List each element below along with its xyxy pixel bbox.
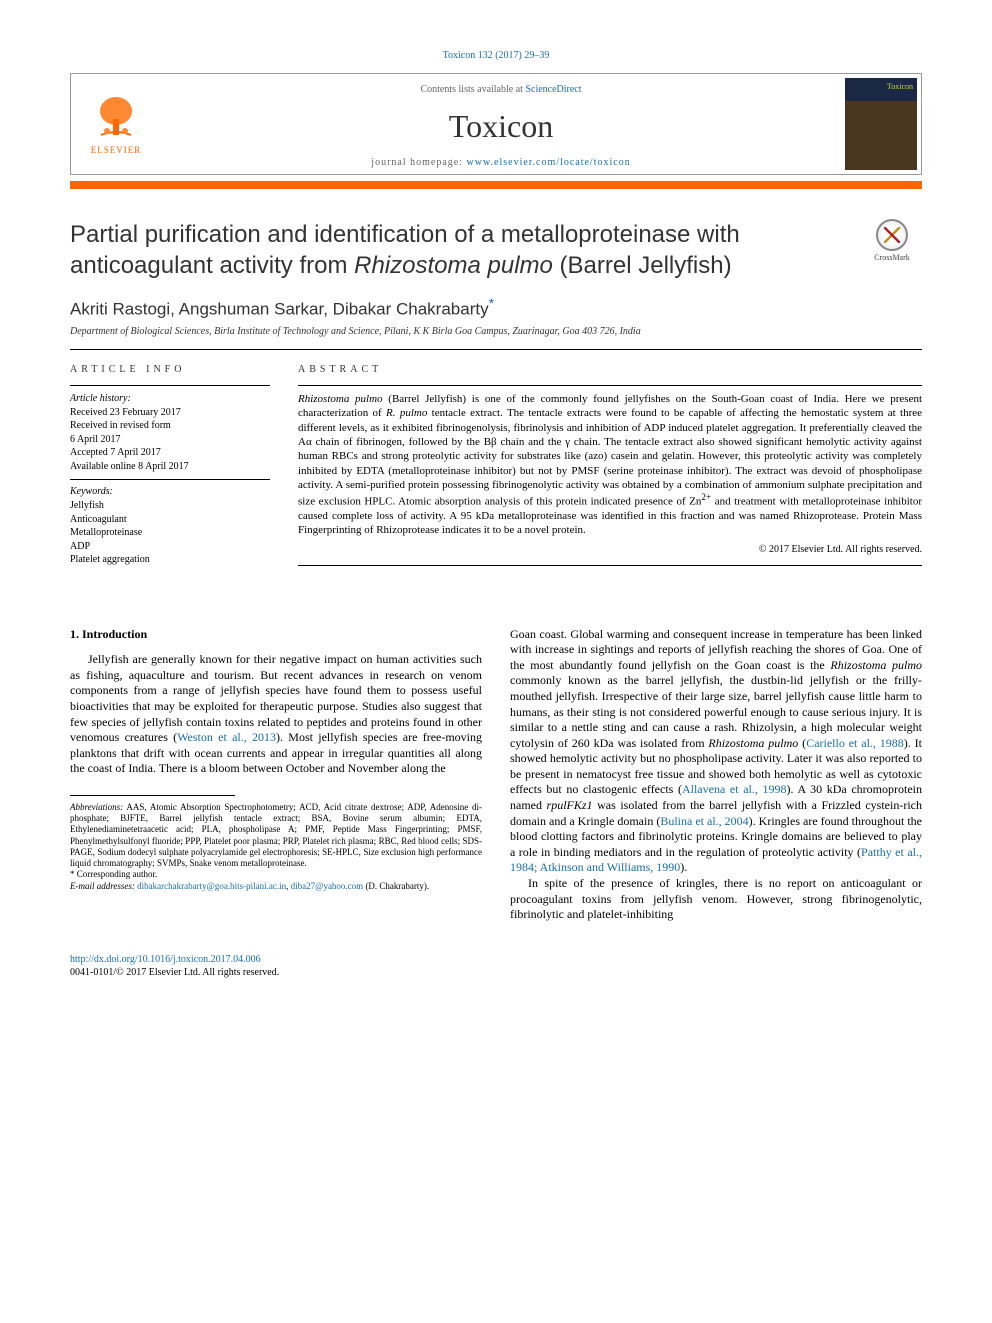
page-footer: http://dx.doi.org/10.1016/j.toxicon.2017… <box>70 953 922 979</box>
sciencedirect-link[interactable]: ScienceDirect <box>525 84 581 95</box>
footnote-rule <box>70 795 235 796</box>
journal-name: Toxicon <box>161 108 841 145</box>
info-rule-1 <box>70 385 270 386</box>
keywords-list: Jellyfish Anticoagulant Metalloproteinas… <box>70 499 270 567</box>
email-2[interactable]: diba27@yahoo.com <box>291 881 364 891</box>
homepage-prefix: journal homepage: <box>371 157 466 168</box>
orange-separator-bar <box>70 181 922 189</box>
keywords-label: Keywords: <box>70 486 270 497</box>
keyword-0: Jellyfish <box>70 500 104 511</box>
abs-rule-top <box>298 385 922 386</box>
rule-top <box>70 349 922 350</box>
intro-paragraph-2: Goan coast. Global warming and consequen… <box>510 627 922 877</box>
doi-link[interactable]: http://dx.doi.org/10.1016/j.toxicon.2017… <box>70 954 261 965</box>
keyword-1: Anticoagulant <box>70 514 127 525</box>
body-col-left: 1. Introduction Jellyfish are generally … <box>70 627 482 923</box>
keyword-2: Metalloproteinase <box>70 527 142 538</box>
abbrev-text: AAS, Atomic Absorption Spectrophotometry… <box>70 802 482 868</box>
issn-copyright-line: 0041-0101/© 2017 Elsevier Ltd. All right… <box>70 967 279 978</box>
title-species-name: Rhizostoma pulmo <box>354 252 553 279</box>
author-affiliation: Department of Biological Sciences, Birla… <box>70 326 922 337</box>
abstract-text: Rhizostoma pulmo (Barrel Jellyfish) is o… <box>298 392 922 538</box>
cover-label: Toxicon <box>887 82 913 91</box>
elsevier-tree-icon <box>91 93 141 143</box>
contents-prefix: Contents lists available at <box>420 84 525 95</box>
journal-header: ELSEVIER Contents lists available at Sci… <box>70 73 922 175</box>
article-title: Partial purification and identification … <box>70 219 842 281</box>
history-label: Article history: <box>70 393 131 404</box>
email-label: E-mail addresses: <box>70 881 135 891</box>
history-revised-1: Received in revised form <box>70 420 171 431</box>
abstract-copyright: © 2017 Elsevier Ltd. All rights reserved… <box>298 544 922 555</box>
body-col-right: Goan coast. Global warming and consequen… <box>510 627 922 923</box>
crossmark-label: CrossMark <box>874 253 910 262</box>
section-heading-intro: 1. Introduction <box>70 627 482 643</box>
abstract-label: ABSTRACT <box>298 364 922 375</box>
citation-line: Toxicon 132 (2017) 29–39 <box>70 50 922 61</box>
crossmark-icon <box>876 219 908 251</box>
crossmark-badge[interactable]: CrossMark <box>862 219 922 262</box>
author-names: Akriti Rastogi, Angshuman Sarkar, Dibaka… <box>70 300 489 319</box>
journal-homepage-line: journal homepage: www.elsevier.com/locat… <box>161 157 841 168</box>
abbrev-label: Abbreviations: <box>70 802 123 812</box>
intro-paragraph-3: In spite of the presence of kringles, th… <box>510 876 922 923</box>
article-info-label: ARTICLE INFO <box>70 364 270 375</box>
author-list: Akriti Rastogi, Angshuman Sarkar, Dibaka… <box>70 295 922 320</box>
corresponding-author-mark: * <box>489 295 494 311</box>
history-received: Received 23 February 2017 <box>70 407 181 418</box>
history-accepted: Accepted 7 April 2017 <box>70 447 161 458</box>
journal-cover-thumb: Toxicon <box>841 74 921 174</box>
publisher-logo: ELSEVIER <box>71 74 161 174</box>
history-online: Available online 8 April 2017 <box>70 461 189 472</box>
history-revised-2: 6 April 2017 <box>70 434 121 445</box>
journal-homepage-link[interactable]: www.elsevier.com/locate/toxicon <box>467 157 631 168</box>
keyword-4: Platelet aggregation <box>70 554 150 565</box>
article-history: Article history: Received 23 February 20… <box>70 392 270 473</box>
email-1[interactable]: dibakarchakrabarty@goa.bits-pilani.ac.in <box>137 881 286 891</box>
publisher-name: ELSEVIER <box>91 145 142 155</box>
contents-lists-line: Contents lists available at ScienceDirec… <box>161 84 841 95</box>
intro-paragraph-1: Jellyfish are generally known for their … <box>70 652 482 777</box>
title-part-post: (Barrel Jellyfish) <box>553 252 732 279</box>
info-rule-2 <box>70 479 270 480</box>
abs-rule-bottom <box>298 565 922 566</box>
body-columns: 1. Introduction Jellyfish are generally … <box>70 627 922 923</box>
corr-author-name: (D. Chakrabarty). <box>365 881 429 891</box>
keyword-3: ADP <box>70 541 90 552</box>
corresponding-author-note: * Corresponding author. <box>70 869 482 880</box>
footnotes: Abbreviations: AAS, Atomic Absorption Sp… <box>70 802 482 892</box>
